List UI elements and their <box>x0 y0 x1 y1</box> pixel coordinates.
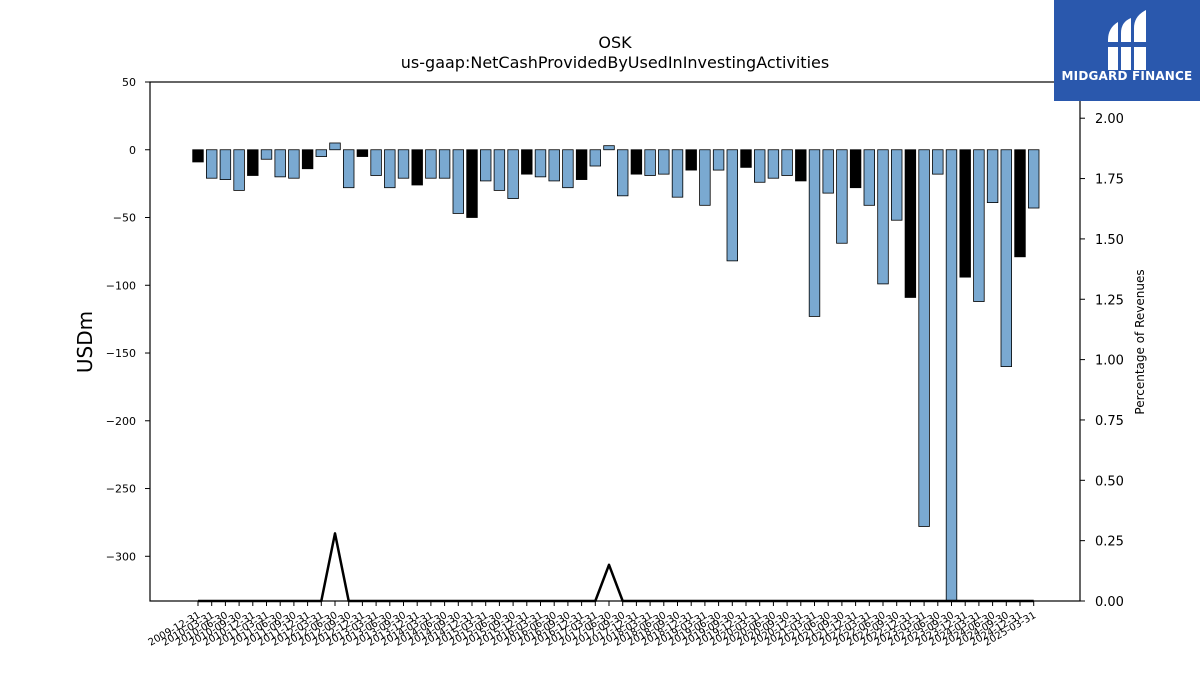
bar <box>617 149 629 197</box>
y-tick-label: −100 <box>106 279 136 292</box>
bar <box>288 149 300 179</box>
y2-tick-label: 0.00 <box>1095 595 1124 610</box>
bar <box>754 149 766 183</box>
y2-tick-label: 1.25 <box>1095 293 1124 308</box>
bar <box>507 149 519 199</box>
bar <box>493 149 506 191</box>
bar <box>479 149 492 182</box>
bar <box>205 149 218 179</box>
y-axis-right-ticks: 0.00 0.25 0.50 0.75 1.00 1.25 1.50 1.75 2.00 <box>1080 112 1124 610</box>
bar <box>932 149 944 175</box>
y-tick-label: 50 <box>122 76 136 89</box>
bar <box>630 149 643 175</box>
bar <box>836 149 848 244</box>
bar <box>342 149 355 189</box>
y-tick-label: −300 <box>106 550 136 563</box>
bar <box>918 149 930 527</box>
y2-tick-label: 0.75 <box>1095 414 1124 429</box>
bar <box>589 149 602 167</box>
bar <box>370 149 382 176</box>
bar <box>685 149 697 171</box>
bar <box>438 149 451 179</box>
bar <box>795 149 807 182</box>
bar <box>959 149 971 278</box>
bar <box>562 149 574 189</box>
percentage-line-series <box>198 532 1034 603</box>
bar <box>658 149 670 175</box>
bar <box>1028 149 1040 209</box>
bar <box>671 149 684 198</box>
y2-tick-label: 1.75 <box>1095 173 1124 188</box>
bar <box>822 149 834 194</box>
bar <box>384 149 396 189</box>
bar <box>973 149 985 302</box>
chart-subtitle: us-gaap:NetCashProvidedByUsedInInvesting… <box>401 53 829 72</box>
percentage-line <box>198 532 1034 603</box>
bar <box>849 149 862 189</box>
bar <box>260 149 273 160</box>
bar <box>356 149 369 157</box>
y-axis-label: USDm <box>73 311 97 373</box>
y2-tick-label: 1.50 <box>1095 233 1124 248</box>
bar <box>329 142 341 151</box>
bar <box>877 149 889 285</box>
bar <box>699 149 711 206</box>
bar <box>1000 149 1013 367</box>
bar <box>767 149 780 179</box>
chart-title: OSK <box>598 33 632 52</box>
bar <box>575 149 588 180</box>
bar <box>904 149 917 298</box>
midgard-logo-icon <box>1106 10 1148 70</box>
bar <box>986 149 999 203</box>
y-tick-label: −200 <box>106 415 136 428</box>
bar <box>548 149 560 182</box>
bar <box>466 149 478 218</box>
y-tick-label: −250 <box>106 483 136 496</box>
bar <box>726 149 739 262</box>
bar <box>740 149 752 168</box>
bar <box>534 149 547 178</box>
bar <box>315 149 328 157</box>
bar <box>808 149 821 317</box>
y2-tick-label: 1.00 <box>1095 354 1124 369</box>
y-axis-left-ticks: 50 0 −50 −100 −150 −200 −250 −300 <box>106 76 150 563</box>
bar <box>425 149 437 179</box>
bar <box>397 149 410 179</box>
bar <box>712 149 725 171</box>
bar <box>192 149 204 163</box>
y2-tick-label: 2.00 <box>1095 112 1124 127</box>
bar <box>411 149 423 186</box>
bar <box>781 149 793 176</box>
y2-tick-label: 0.50 <box>1095 474 1124 489</box>
bar <box>274 149 286 178</box>
y-tick-label: 0 <box>129 144 136 157</box>
y-tick-label: −50 <box>113 212 136 225</box>
brand-logo: MIDGARD FINANCE <box>1054 0 1200 101</box>
bar <box>247 149 259 176</box>
y-tick-label: −150 <box>106 347 136 360</box>
bar <box>644 149 656 176</box>
logo-text: MIDGARD FINANCE <box>1061 69 1193 83</box>
bar <box>945 149 958 602</box>
y2-axis-label: Percentage of Revenues <box>1133 269 1147 414</box>
plot-frame <box>149 81 1081 602</box>
bar-series <box>192 142 1040 602</box>
bar <box>233 149 245 191</box>
bar <box>1014 149 1026 258</box>
bar <box>452 149 465 214</box>
bar <box>301 149 314 170</box>
bar <box>891 149 903 221</box>
bar <box>521 149 533 175</box>
bar <box>603 145 615 151</box>
bar <box>863 149 876 206</box>
x-axis-ticks: 2009-12-312010-03-312010-06-302010-09-30… <box>147 601 1038 649</box>
y2-tick-label: 0.25 <box>1095 535 1124 550</box>
bar <box>219 149 232 180</box>
